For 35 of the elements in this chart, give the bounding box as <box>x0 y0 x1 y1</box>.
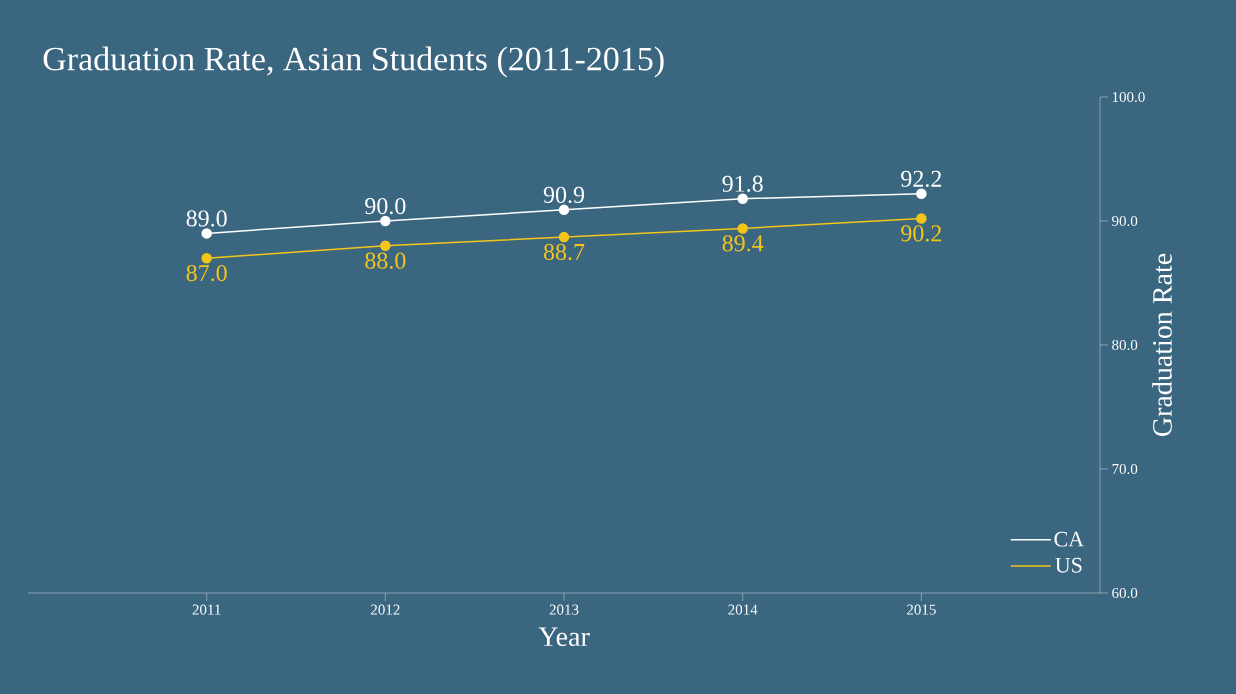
point <box>201 252 212 264</box>
data-label: 88.7 <box>543 243 585 261</box>
data-label: 87.0 <box>186 264 227 282</box>
y-tick-label: 80.0 <box>1112 339 1138 351</box>
data-label: 91.8 <box>722 175 763 192</box>
data-label: 89.4 <box>722 235 764 252</box>
legend-label: US <box>1055 557 1082 573</box>
x-axis-title: Year <box>538 627 590 647</box>
legend-label: CA <box>1054 531 1084 547</box>
point <box>916 213 927 224</box>
y-tick-label: 90.0 <box>1112 215 1138 227</box>
x-tick-label: 2012 <box>371 604 400 615</box>
data-label: 90.0 <box>365 197 406 215</box>
x-tick-label: 2014 <box>728 604 758 615</box>
y-tick-label: 70.0 <box>1112 463 1138 475</box>
chart-title: Graduation Rate, Asian Students (2011-2015) <box>43 46 664 78</box>
point <box>916 188 927 199</box>
data-label: 90.2 <box>901 225 942 242</box>
data-label: 88.0 <box>365 252 406 269</box>
y-tick-label: 100.0 <box>1112 91 1145 103</box>
point <box>558 231 570 243</box>
x-tick-label: 2013 <box>549 604 579 615</box>
point <box>737 193 748 204</box>
data-label: 90.9 <box>543 186 585 204</box>
point <box>558 204 570 216</box>
x-tick-label: 2011 <box>192 604 221 615</box>
point <box>201 228 212 239</box>
point <box>380 215 391 227</box>
data-label: 89.0 <box>186 210 227 227</box>
data-label: 92.2 <box>901 170 942 187</box>
x-tick-label: 2015 <box>907 604 936 615</box>
y-tick-label: 60.0 <box>1112 587 1138 599</box>
y-axis-title: Graduation Rate <box>1152 253 1172 436</box>
point <box>380 240 391 252</box>
point <box>737 223 748 234</box>
